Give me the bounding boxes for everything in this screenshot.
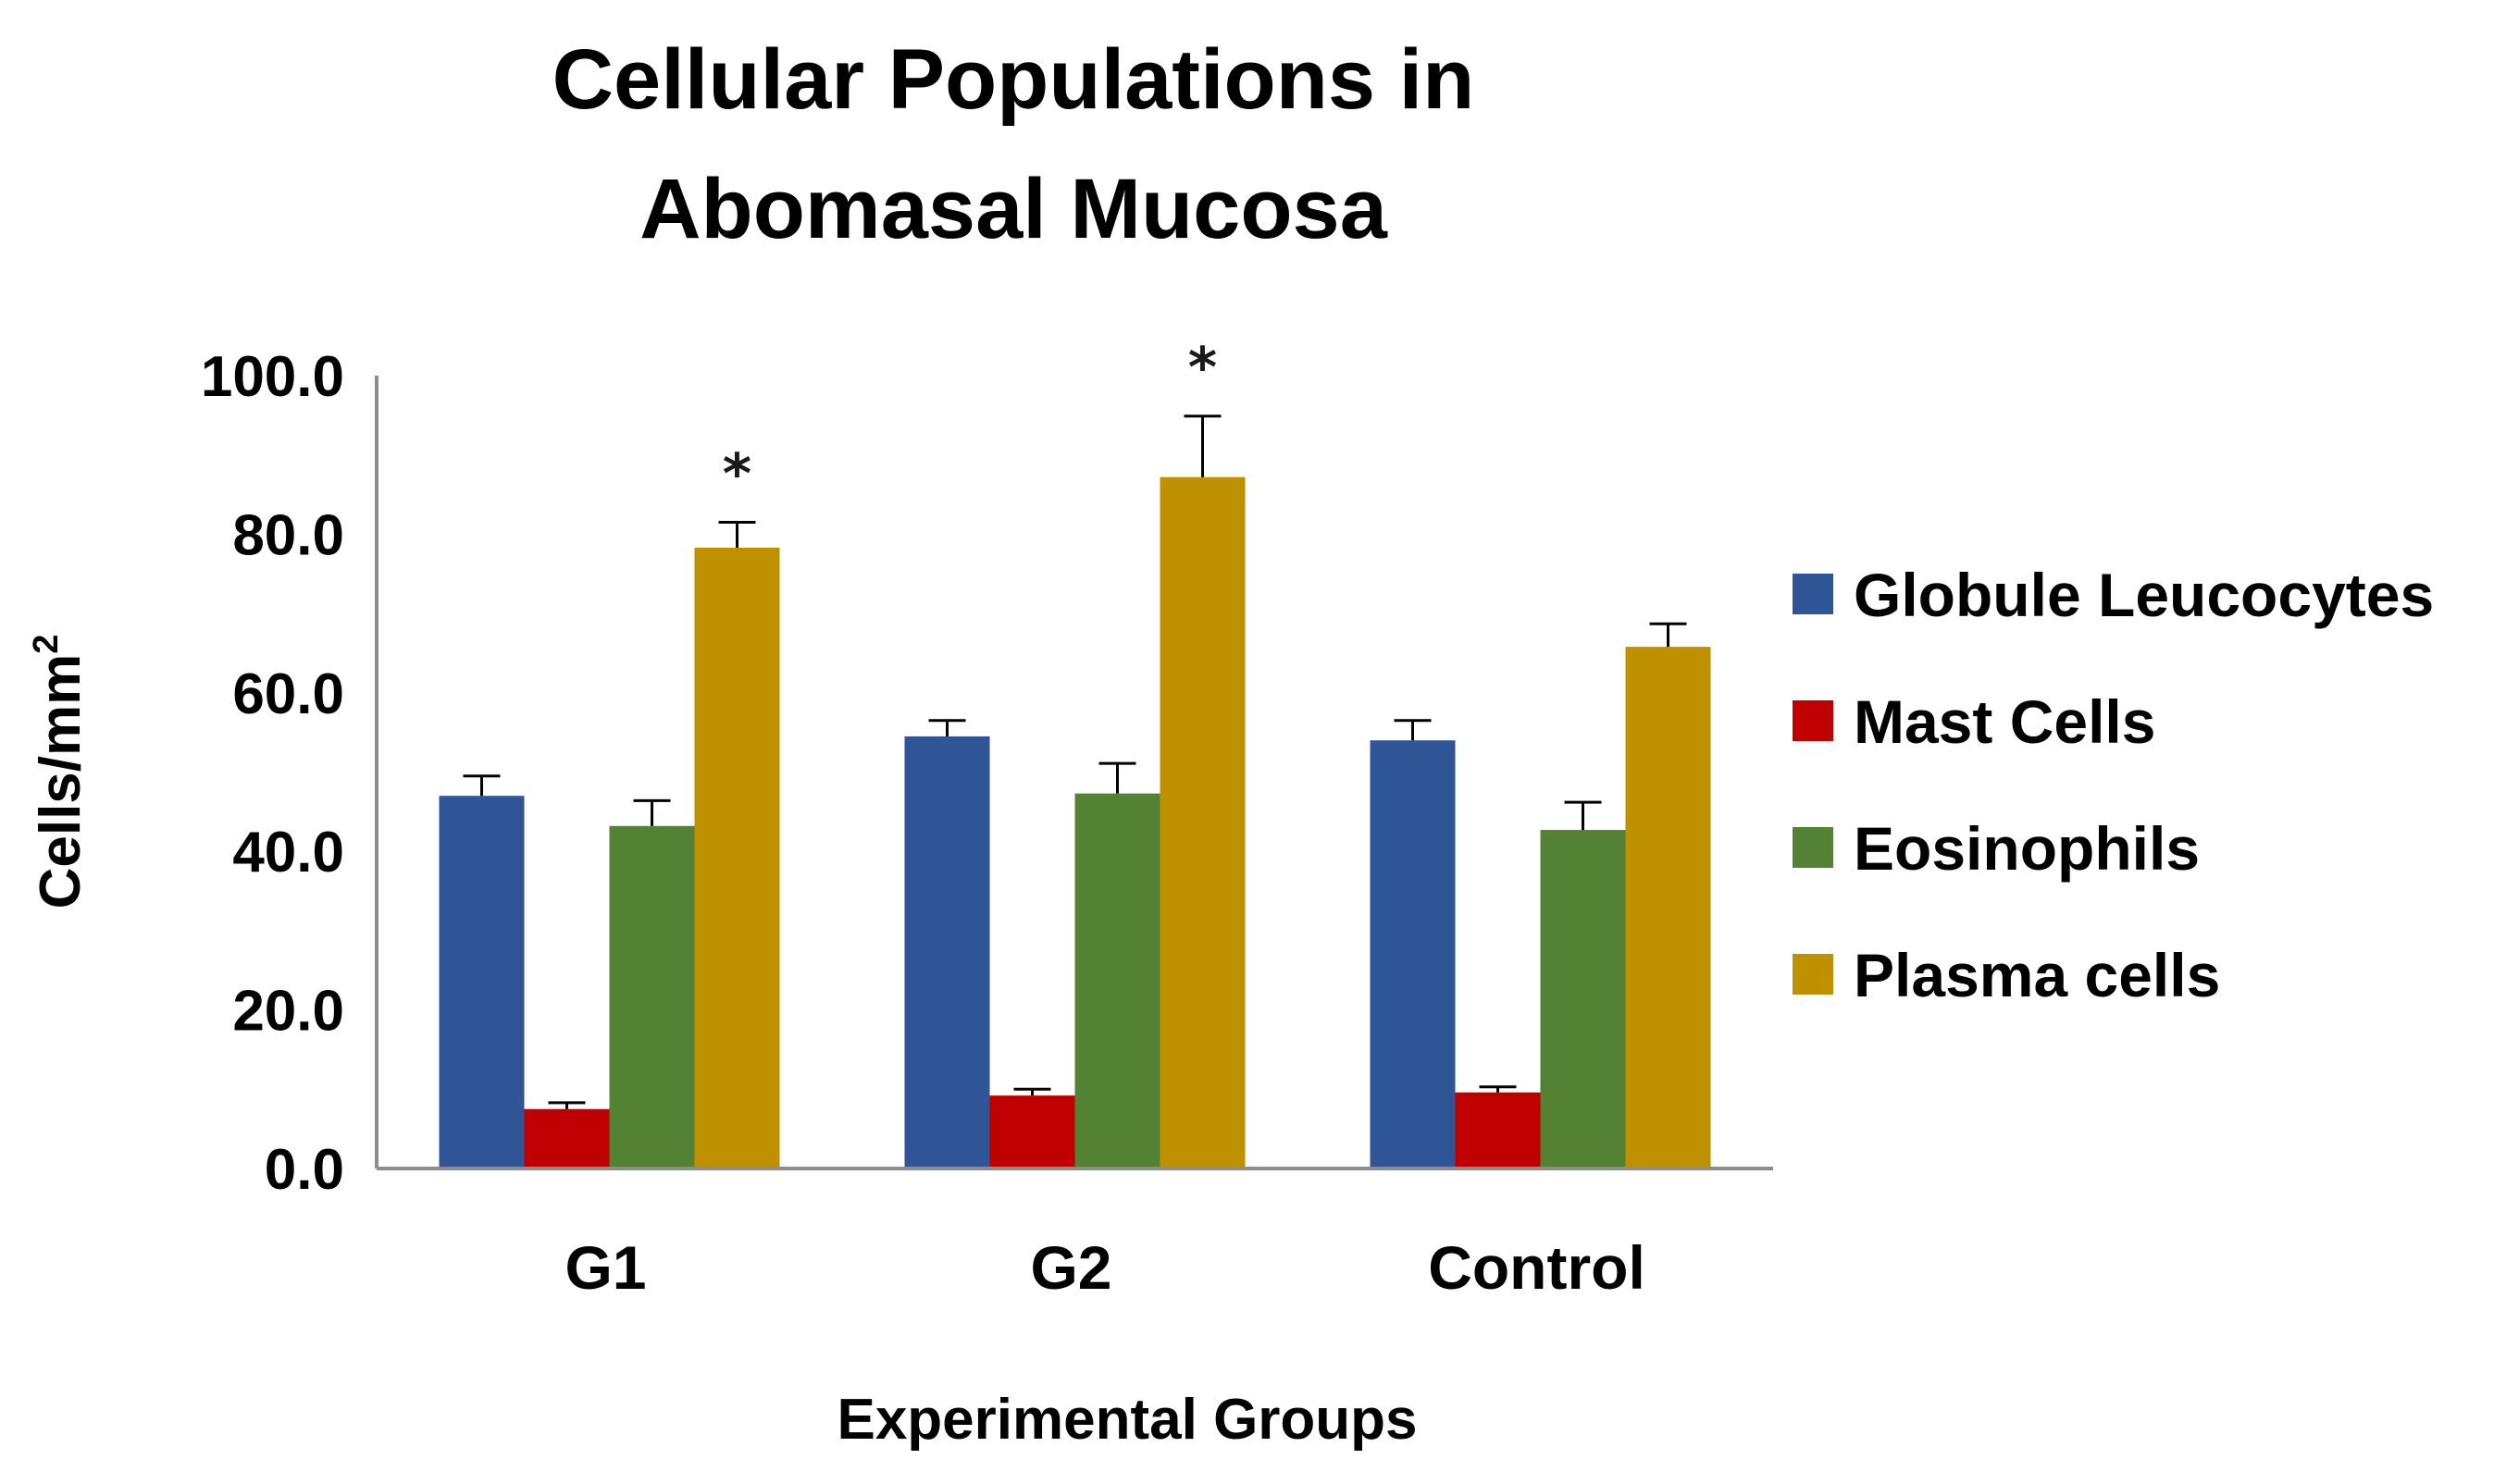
chart-title-line-2: Abomasal Mucosa — [639, 162, 1388, 256]
bar-control-eosinophils — [1540, 830, 1626, 1169]
legend-label-plasma-cells: Plasma cells — [1854, 941, 2220, 1009]
bar-g1-mast-cells — [524, 1108, 610, 1169]
bar-g1-eosinophils — [609, 825, 695, 1169]
bar-g2-globule-leucocytes — [904, 736, 990, 1169]
x-category-labels: G1 G2 Control — [565, 1233, 1644, 1302]
bar-g2-plasma-cells — [1160, 476, 1246, 1169]
legend: Globule Leucocytes Mast Cells Eosinophils P… — [1793, 561, 2434, 1009]
bar-control-globule-leucocytes — [1370, 740, 1456, 1169]
bar-g2-mast-cells — [989, 1095, 1075, 1169]
legend-label-globule-leucocytes: Globule Leucocytes — [1854, 561, 2434, 629]
significance-asterisk: * — [723, 442, 751, 507]
bar-control-plasma-cells — [1625, 647, 1711, 1169]
legend-label-eosinophils: Eosinophils — [1854, 814, 2200, 883]
legend-swatch-mast-cells — [1793, 700, 1833, 741]
x-category-label-control: Control — [1428, 1233, 1645, 1302]
x-axis-label: Experimental Groups — [837, 1388, 1417, 1452]
legend-swatch-eosinophils — [1793, 827, 1833, 868]
x-category-label-g1: G1 — [565, 1233, 646, 1302]
y-axis-label-superscript: 2 — [27, 635, 66, 654]
y-tick-label: 20.0 — [232, 980, 344, 1044]
bar-g1-plasma-cells — [694, 547, 780, 1169]
bar-g1-globule-leucocytes — [439, 796, 525, 1169]
y-tick-label: 40.0 — [232, 821, 344, 884]
significance-asterisk: * — [1188, 336, 1217, 401]
y-axis-label: Cells/mm2 — [27, 635, 93, 909]
y-tick-label: 100.0 — [201, 345, 344, 409]
legend-label-mast-cells: Mast Cells — [1854, 687, 2155, 756]
x-category-label-g2: G2 — [1030, 1233, 1111, 1302]
legend-swatch-globule-leucocytes — [1793, 574, 1833, 614]
error-bars-layer — [463, 414, 1687, 1109]
y-tick-label: 60.0 — [232, 662, 344, 726]
bar-g2-eosinophils — [1074, 793, 1160, 1169]
bars-layer — [439, 476, 1711, 1169]
y-tick-labels: 0.0 20.0 40.0 60.0 80.0 100.0 — [201, 345, 344, 1202]
y-axis-label-text: Cells/mm — [29, 654, 93, 909]
legend-swatch-plasma-cells — [1793, 954, 1833, 995]
y-tick-label: 0.0 — [265, 1138, 344, 1202]
annotations-layer: ** — [723, 336, 1217, 507]
y-tick-label: 80.0 — [232, 503, 344, 567]
chart-title-line-1: Cellular Populations in — [552, 32, 1475, 127]
bar-control-mast-cells — [1455, 1092, 1541, 1169]
